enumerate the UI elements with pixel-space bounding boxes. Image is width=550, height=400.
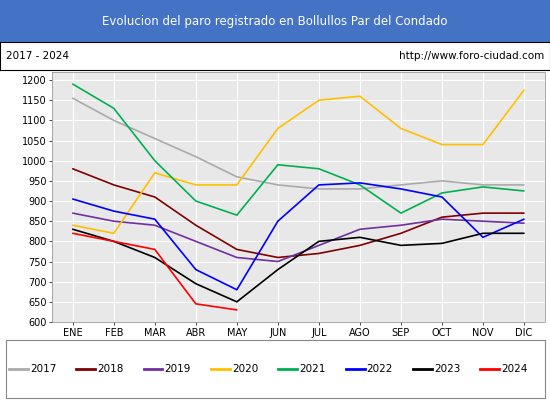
Text: 2023: 2023	[434, 364, 460, 374]
Text: 2021: 2021	[299, 364, 326, 374]
Text: http://www.foro-ciudad.com: http://www.foro-ciudad.com	[399, 51, 544, 61]
Text: Evolucion del paro registrado en Bollullos Par del Condado: Evolucion del paro registrado en Bollull…	[102, 14, 448, 28]
Text: 2020: 2020	[232, 364, 258, 374]
Text: 2017 - 2024: 2017 - 2024	[6, 51, 69, 61]
Text: 2019: 2019	[164, 364, 191, 374]
Text: 2018: 2018	[97, 364, 124, 374]
Text: 2017: 2017	[30, 364, 56, 374]
Text: 2022: 2022	[367, 364, 393, 374]
Text: 2024: 2024	[502, 364, 528, 374]
